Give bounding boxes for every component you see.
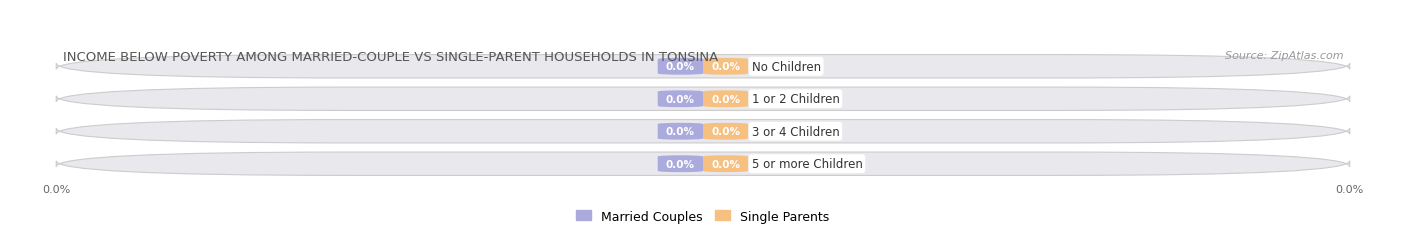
Text: Source: ZipAtlas.com: Source: ZipAtlas.com: [1225, 51, 1343, 61]
Text: 5 or more Children: 5 or more Children: [752, 158, 862, 170]
Text: 0.0%: 0.0%: [711, 94, 740, 104]
Text: 0.0%: 0.0%: [711, 159, 740, 169]
FancyBboxPatch shape: [56, 120, 1350, 143]
Legend: Married Couples, Single Parents: Married Couples, Single Parents: [576, 210, 830, 223]
FancyBboxPatch shape: [703, 156, 748, 172]
FancyBboxPatch shape: [703, 123, 748, 140]
Text: No Children: No Children: [752, 61, 821, 73]
FancyBboxPatch shape: [56, 152, 1350, 176]
FancyBboxPatch shape: [703, 91, 748, 108]
FancyBboxPatch shape: [658, 156, 703, 172]
Text: 0.0%: 0.0%: [666, 62, 695, 72]
Text: 0.0%: 0.0%: [666, 159, 695, 169]
FancyBboxPatch shape: [658, 91, 703, 108]
FancyBboxPatch shape: [56, 88, 1350, 111]
FancyBboxPatch shape: [658, 59, 703, 75]
Text: 0.0%: 0.0%: [711, 127, 740, 137]
Text: 0.0%: 0.0%: [666, 94, 695, 104]
Text: 0.0%: 0.0%: [666, 127, 695, 137]
FancyBboxPatch shape: [703, 59, 748, 75]
Text: 1 or 2 Children: 1 or 2 Children: [752, 93, 839, 106]
FancyBboxPatch shape: [658, 123, 703, 140]
Text: INCOME BELOW POVERTY AMONG MARRIED-COUPLE VS SINGLE-PARENT HOUSEHOLDS IN TONSINA: INCOME BELOW POVERTY AMONG MARRIED-COUPL…: [63, 51, 718, 64]
Text: 3 or 4 Children: 3 or 4 Children: [752, 125, 839, 138]
Text: 0.0%: 0.0%: [711, 62, 740, 72]
FancyBboxPatch shape: [56, 55, 1350, 79]
